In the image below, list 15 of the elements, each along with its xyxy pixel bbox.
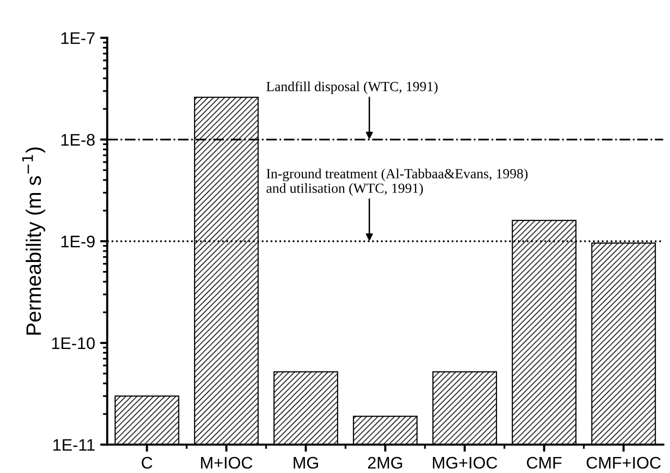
x-tick-label: CMF+IOC <box>586 456 661 469</box>
y-tick-label: 1E-11 <box>53 439 95 451</box>
x-tick-label: 2MG <box>368 456 402 469</box>
y-tick-label: 1E-9 <box>61 236 95 248</box>
y-tick-label: 1E-10 <box>52 337 95 350</box>
x-tick-label: MG <box>294 456 318 469</box>
y-tick-label: 1E-8 <box>61 134 95 146</box>
y-tick-label: 1E-7 <box>61 32 95 44</box>
ref-line-label: In-ground treatment (Al-Tabbaa&Evans, 1998) and utilisation (WTC, 1991) <box>266 168 528 196</box>
x-tick-label: M+IOC <box>201 456 252 469</box>
x-tick-label: CMF <box>526 456 562 469</box>
y-axis-title: Permeability (m s$^{−1}$) <box>22 148 46 335</box>
x-tick-label: C <box>142 456 152 469</box>
ref-line-label: Landfill disposal (WTC, 1991) <box>266 81 438 94</box>
x-tick-label: MG+IOC <box>432 456 498 469</box>
